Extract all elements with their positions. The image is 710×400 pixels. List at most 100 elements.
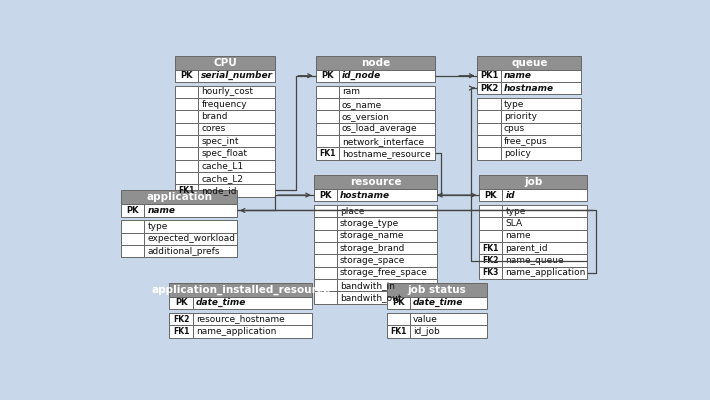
Text: name_application: name_application: [196, 327, 276, 336]
Bar: [501, 123, 581, 135]
Bar: [339, 70, 435, 82]
Text: policy: policy: [503, 149, 530, 158]
Text: FK1: FK1: [179, 186, 195, 195]
Bar: [198, 172, 275, 184]
Bar: [314, 254, 337, 267]
Text: parent_id: parent_id: [506, 244, 548, 253]
Bar: [479, 254, 503, 267]
Text: spec_int: spec_int: [202, 137, 239, 146]
Bar: [503, 254, 587, 267]
Bar: [387, 313, 410, 325]
Bar: [175, 98, 198, 110]
Bar: [501, 135, 581, 147]
Bar: [339, 98, 435, 110]
Bar: [198, 123, 275, 135]
Text: free_cpus: free_cpus: [503, 137, 547, 146]
Text: hostname: hostname: [340, 190, 390, 200]
Bar: [121, 233, 144, 245]
Bar: [170, 283, 312, 297]
Bar: [339, 147, 435, 160]
Bar: [503, 267, 587, 279]
Text: FK3: FK3: [483, 268, 499, 277]
Text: cache_L1: cache_L1: [202, 161, 244, 170]
Text: ram: ram: [342, 87, 360, 96]
Text: hourly_cost: hourly_cost: [202, 87, 253, 96]
Bar: [337, 279, 437, 291]
Text: application_installed_resource: application_installed_resource: [151, 285, 330, 295]
Bar: [314, 189, 337, 201]
Bar: [477, 98, 501, 110]
Text: value: value: [413, 314, 438, 324]
Text: frequency: frequency: [202, 100, 247, 109]
Text: PK: PK: [393, 298, 405, 307]
Bar: [503, 189, 587, 201]
Bar: [175, 56, 275, 70]
Text: storage_type: storage_type: [340, 219, 399, 228]
Bar: [479, 267, 503, 279]
Text: queue: queue: [511, 58, 547, 68]
Bar: [316, 135, 339, 147]
Bar: [501, 147, 581, 160]
Text: PK: PK: [321, 71, 334, 80]
Text: FK1: FK1: [173, 327, 189, 336]
Bar: [198, 98, 275, 110]
Bar: [501, 98, 581, 110]
Bar: [170, 313, 192, 325]
Bar: [339, 135, 435, 147]
Text: PK1: PK1: [480, 71, 498, 80]
Bar: [175, 160, 198, 172]
Text: os_version: os_version: [342, 112, 390, 121]
Bar: [316, 147, 339, 160]
Bar: [479, 175, 587, 189]
Text: place: place: [340, 207, 364, 216]
Bar: [477, 82, 501, 94]
Text: network_interface: network_interface: [342, 137, 424, 146]
Bar: [175, 135, 198, 147]
Text: bandwith_in: bandwith_in: [340, 281, 395, 290]
Text: CPU: CPU: [214, 58, 237, 68]
Bar: [501, 70, 581, 82]
Bar: [316, 98, 339, 110]
Text: PK: PK: [175, 298, 187, 307]
Bar: [314, 175, 437, 189]
Bar: [314, 205, 337, 218]
Text: os_load_average: os_load_average: [342, 124, 417, 133]
Bar: [479, 205, 503, 218]
Bar: [314, 279, 337, 291]
Text: resource: resource: [350, 177, 401, 187]
Bar: [501, 82, 581, 94]
Text: hostname: hostname: [503, 84, 554, 92]
Bar: [192, 313, 312, 325]
Text: date_time: date_time: [413, 298, 464, 308]
Bar: [477, 123, 501, 135]
Text: bandwith_out: bandwith_out: [340, 293, 402, 302]
Text: FK1: FK1: [319, 149, 336, 158]
Bar: [175, 147, 198, 160]
Bar: [479, 218, 503, 230]
Text: id: id: [506, 190, 515, 200]
Bar: [479, 242, 503, 254]
Text: PK: PK: [319, 190, 332, 200]
Bar: [410, 313, 487, 325]
Bar: [170, 325, 192, 338]
Bar: [198, 147, 275, 160]
Bar: [198, 135, 275, 147]
Bar: [316, 56, 435, 70]
Bar: [314, 242, 337, 254]
Bar: [121, 204, 144, 217]
Text: brand: brand: [202, 112, 228, 121]
Bar: [175, 110, 198, 123]
Bar: [198, 86, 275, 98]
Bar: [170, 297, 192, 309]
Bar: [314, 267, 337, 279]
Bar: [337, 230, 437, 242]
Bar: [121, 190, 237, 204]
Text: date_time: date_time: [196, 298, 246, 308]
Text: os_name: os_name: [342, 100, 382, 109]
Bar: [198, 184, 275, 197]
Text: PK: PK: [126, 206, 139, 215]
Text: job status: job status: [408, 285, 466, 295]
Text: type: type: [506, 207, 526, 216]
Bar: [387, 283, 487, 297]
Bar: [337, 291, 437, 304]
